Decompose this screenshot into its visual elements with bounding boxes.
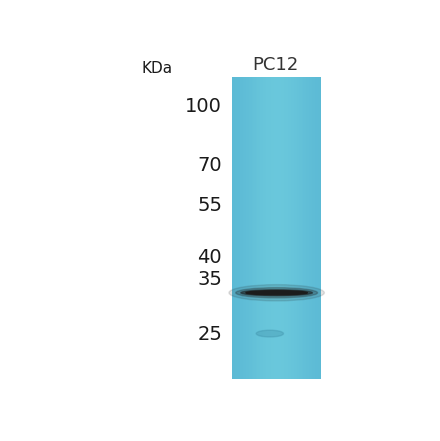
Bar xyxy=(254,77,257,379)
Text: 40: 40 xyxy=(198,248,222,267)
Bar xyxy=(281,77,283,379)
Text: PC12: PC12 xyxy=(252,56,298,74)
Bar xyxy=(278,77,280,379)
Bar xyxy=(306,77,308,379)
Bar xyxy=(241,77,243,379)
Bar xyxy=(308,77,309,379)
Bar xyxy=(319,77,321,379)
Bar xyxy=(277,77,279,379)
Ellipse shape xyxy=(241,290,312,296)
Text: 35: 35 xyxy=(197,270,222,289)
Bar xyxy=(291,77,293,379)
Bar xyxy=(312,77,314,379)
Bar xyxy=(250,77,252,379)
Bar xyxy=(303,77,305,379)
Bar xyxy=(315,77,317,379)
Bar xyxy=(252,77,253,379)
Bar xyxy=(316,77,319,379)
Bar xyxy=(234,77,235,379)
Bar xyxy=(282,77,284,379)
Bar xyxy=(297,77,299,379)
Bar xyxy=(259,77,261,379)
Bar xyxy=(269,77,271,379)
Bar xyxy=(305,77,307,379)
Text: 100: 100 xyxy=(185,97,222,116)
Ellipse shape xyxy=(229,284,324,301)
Bar xyxy=(237,77,238,379)
Bar xyxy=(296,77,298,379)
Text: KDa: KDa xyxy=(142,61,173,76)
Bar xyxy=(238,77,240,379)
Bar xyxy=(294,77,296,379)
Bar xyxy=(265,77,267,379)
Text: 70: 70 xyxy=(198,156,222,175)
Bar xyxy=(264,77,265,379)
Bar xyxy=(290,77,292,379)
Bar xyxy=(256,77,258,379)
Bar xyxy=(309,77,311,379)
Bar xyxy=(244,77,246,379)
Ellipse shape xyxy=(236,288,318,298)
Bar xyxy=(311,77,312,379)
Bar xyxy=(268,77,270,379)
Bar xyxy=(286,77,287,379)
Bar xyxy=(279,77,282,379)
Bar xyxy=(289,77,290,379)
Bar xyxy=(284,77,286,379)
Ellipse shape xyxy=(256,330,283,337)
Bar xyxy=(240,77,242,379)
Bar xyxy=(274,77,275,379)
Bar xyxy=(246,77,247,379)
Bar xyxy=(243,77,245,379)
Bar xyxy=(262,77,264,379)
Bar xyxy=(257,77,259,379)
Bar xyxy=(232,77,234,379)
Bar xyxy=(314,77,315,379)
Bar xyxy=(247,77,249,379)
Text: 55: 55 xyxy=(197,196,222,215)
Bar xyxy=(300,77,302,379)
Bar xyxy=(232,77,321,379)
Bar xyxy=(318,77,320,379)
Bar xyxy=(293,77,295,379)
Bar xyxy=(302,77,304,379)
Bar xyxy=(260,77,262,379)
Bar xyxy=(235,77,237,379)
Bar xyxy=(271,77,272,379)
Bar xyxy=(253,77,255,379)
Text: 25: 25 xyxy=(197,325,222,344)
Bar xyxy=(299,77,301,379)
Bar xyxy=(249,77,250,379)
Bar xyxy=(287,77,289,379)
Bar xyxy=(266,77,268,379)
Bar xyxy=(272,77,274,379)
Bar xyxy=(275,77,277,379)
Ellipse shape xyxy=(246,291,307,295)
